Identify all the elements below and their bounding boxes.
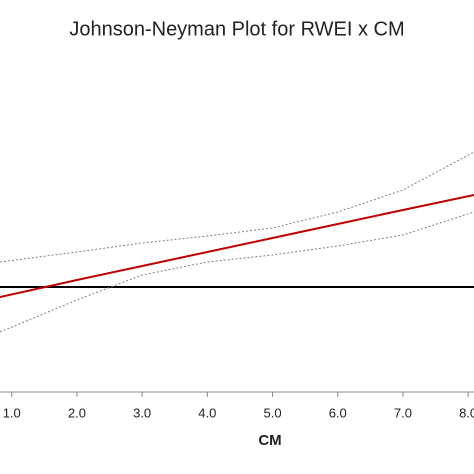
effect-line <box>0 194 474 298</box>
chart-title: Johnson-Neyman Plot for RWEI x CM <box>69 18 404 40</box>
x-tick-label: 6.0 <box>329 405 347 420</box>
x-tick-label: 5.0 <box>263 405 281 420</box>
x-axis-label: CM <box>258 432 281 449</box>
confidence-band <box>0 211 474 333</box>
x-tick-label: 4.0 <box>198 405 216 420</box>
x-tick-label: 2.0 <box>68 405 86 420</box>
x-tick-label: 1.0 <box>3 405 21 420</box>
x-tick-label: 8.0 <box>459 405 474 420</box>
confidence-band <box>0 151 474 263</box>
x-tick-label: 3.0 <box>133 405 151 420</box>
x-tick-label: 7.0 <box>394 405 412 420</box>
